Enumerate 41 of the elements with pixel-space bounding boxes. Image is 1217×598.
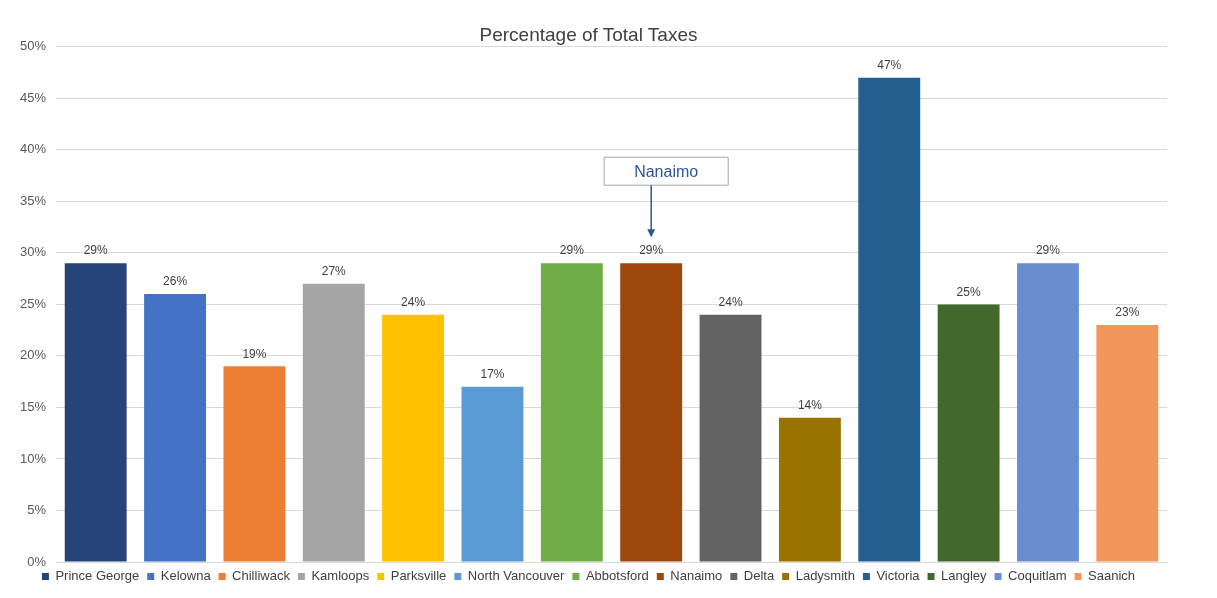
legend-label: Abbotsford — [585, 568, 649, 584]
legend-label: Saanich — [1088, 568, 1136, 584]
y-tick-label: 15% — [19, 399, 47, 415]
y-tick-label: 40% — [19, 141, 47, 157]
data-label: 47% — [877, 58, 902, 73]
y-tick-label: 20% — [19, 347, 47, 363]
data-label: 24% — [401, 295, 426, 310]
data-label: 23% — [1115, 305, 1140, 320]
y-tick-label: 0% — [27, 553, 47, 569]
annotation: Nanaimo — [634, 162, 699, 180]
data-label: 29% — [559, 243, 585, 258]
legend-label: North Vancouver — [467, 568, 566, 584]
legend-label: Coquitlam — [1008, 568, 1067, 584]
data-label: 27% — [321, 264, 347, 279]
data-label: 19% — [242, 346, 267, 361]
data-label: 17% — [480, 367, 505, 382]
y-tick-label: 50% — [19, 38, 47, 54]
legend-label: Kelowna — [160, 568, 212, 584]
y-tick-label: 45% — [19, 89, 47, 105]
y-tick-label: 5% — [27, 502, 47, 518]
data-label: 26% — [163, 274, 188, 289]
legend-label: Kamloops — [311, 568, 370, 584]
y-tick-label: 10% — [19, 450, 47, 466]
legend-label: Victoria — [876, 568, 921, 584]
y-tick-label: 35% — [19, 192, 47, 208]
legend-label: Ladysmith — [795, 568, 855, 584]
data-label: 29% — [1035, 243, 1061, 258]
legend-label: Prince George — [55, 568, 140, 584]
legend-label: Parksville — [390, 568, 447, 584]
legend-label: Langley — [941, 568, 988, 584]
data-label: 25% — [956, 284, 981, 299]
legend-label: Nanaimo — [670, 568, 723, 584]
data-label: 24% — [718, 295, 743, 310]
legend-label: Delta — [743, 568, 775, 584]
y-tick-label: 30% — [19, 244, 47, 260]
data-label: 14% — [797, 398, 823, 413]
legend-label: Chilliwack — [232, 568, 291, 584]
chart-title: Percentage of Total Taxes — [479, 23, 698, 45]
y-tick-label: 25% — [19, 295, 47, 311]
data-label: 29% — [83, 243, 109, 258]
data-label: 29% — [639, 243, 664, 258]
